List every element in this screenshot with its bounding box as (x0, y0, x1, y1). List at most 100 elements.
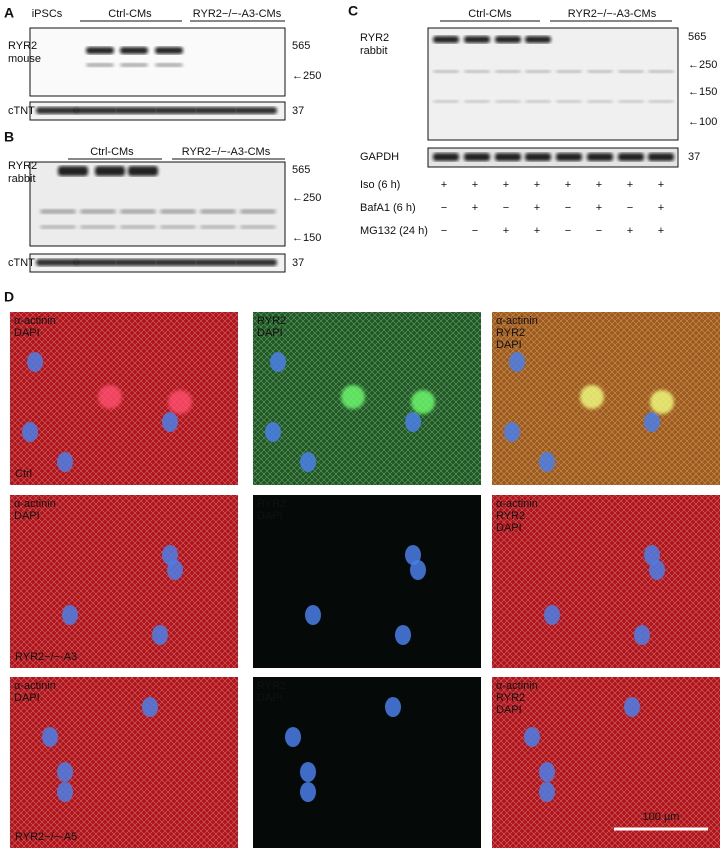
band (120, 63, 148, 67)
treatment-sign: + (596, 179, 602, 191)
nucleus (395, 625, 411, 645)
nucleus (285, 727, 301, 747)
treatment-sign: + (565, 179, 571, 191)
lane-label: iPSCs (32, 8, 63, 20)
lane-label: RYR2−/−-A3-CMs (568, 8, 657, 20)
band (618, 153, 644, 161)
treatment-sign: − (596, 225, 602, 237)
treatment-sign: − (441, 225, 447, 237)
row-label: RYR2−/−-A5 (15, 831, 77, 843)
treatment-sign: + (503, 225, 509, 237)
channel-label: DAPI (14, 510, 40, 522)
nucleus (509, 352, 525, 372)
band (155, 107, 197, 114)
treatment-sign: + (658, 179, 664, 191)
band (155, 63, 183, 67)
size-marker: ←250 (292, 192, 321, 204)
blot (29, 27, 286, 97)
band (115, 259, 157, 266)
channel-label: DAPI (14, 327, 40, 339)
size-marker: 565 (688, 31, 706, 43)
nucleus (270, 352, 286, 372)
band (160, 209, 196, 214)
band (95, 166, 125, 176)
band (648, 70, 674, 73)
band (58, 166, 88, 176)
nucleus (649, 560, 665, 580)
band (495, 153, 521, 161)
band (160, 225, 196, 229)
nucleus (167, 560, 183, 580)
lane-label: RYR2−/−-A3-CMs (193, 8, 282, 20)
size-marker: 37 (688, 151, 700, 163)
channel-label: DAPI (257, 692, 283, 704)
band (464, 153, 490, 161)
nucleus (539, 452, 555, 472)
nucleus (634, 625, 650, 645)
size-marker: 565 (292, 164, 310, 176)
panel-letter: C (348, 3, 358, 19)
band (195, 107, 237, 114)
size-marker: 565 (292, 40, 310, 52)
size-marker: ←250 (688, 59, 717, 71)
micrograph (253, 677, 481, 848)
band (495, 70, 521, 73)
micrograph (253, 495, 481, 668)
row-label: cTNT (8, 105, 35, 117)
lane-label: Ctrl-CMs (108, 8, 152, 20)
treatment-sign: + (658, 202, 664, 214)
band (433, 100, 459, 103)
channel-label: α-actinin (14, 498, 56, 510)
nucleus (504, 422, 520, 442)
nucleus (405, 545, 421, 565)
panel-letter: A (4, 5, 14, 21)
band (36, 107, 78, 114)
nucleus (385, 697, 401, 717)
channel-label: DAPI (257, 510, 283, 522)
band (75, 107, 117, 114)
band (556, 70, 582, 73)
nucleus (57, 762, 73, 782)
row-label: RYR2 (360, 32, 389, 44)
treatment-sign: + (472, 202, 478, 214)
band (120, 209, 156, 214)
treatment-sign: + (534, 179, 540, 191)
blot (427, 27, 679, 141)
band (464, 100, 490, 103)
row-label: GAPDH (360, 151, 399, 163)
size-marker: ←150 (292, 232, 321, 244)
treatment-sign: + (534, 225, 540, 237)
band (235, 259, 277, 266)
row-label: RYR2 (8, 40, 37, 52)
channel-label: α-actinin (14, 315, 56, 327)
band (200, 225, 236, 229)
channel-label: RYR2 (257, 498, 286, 510)
band (86, 47, 114, 54)
band (240, 225, 276, 229)
channel-label: DAPI (257, 327, 283, 339)
band (587, 70, 613, 73)
channel-label: RYR2 (257, 315, 286, 327)
band (128, 166, 158, 176)
band (235, 107, 277, 114)
band (40, 225, 76, 229)
band (525, 36, 551, 43)
blot (29, 161, 286, 247)
nucleus (27, 352, 43, 372)
size-marker: ←250 (292, 70, 321, 82)
band (80, 209, 116, 214)
nucleus (300, 452, 316, 472)
row-label: rabbit (360, 45, 388, 57)
nucleus (57, 452, 73, 472)
band (495, 36, 521, 43)
perinuclear-signal (168, 390, 192, 414)
texture (253, 312, 481, 485)
band (200, 209, 236, 214)
panel-letter: B (4, 129, 14, 145)
band (86, 63, 114, 67)
channel-label: α-actinin (14, 680, 56, 692)
perinuclear-signal (341, 385, 365, 409)
row-label: cTNT (8, 257, 35, 269)
channel-label: α-actinin (496, 498, 538, 510)
